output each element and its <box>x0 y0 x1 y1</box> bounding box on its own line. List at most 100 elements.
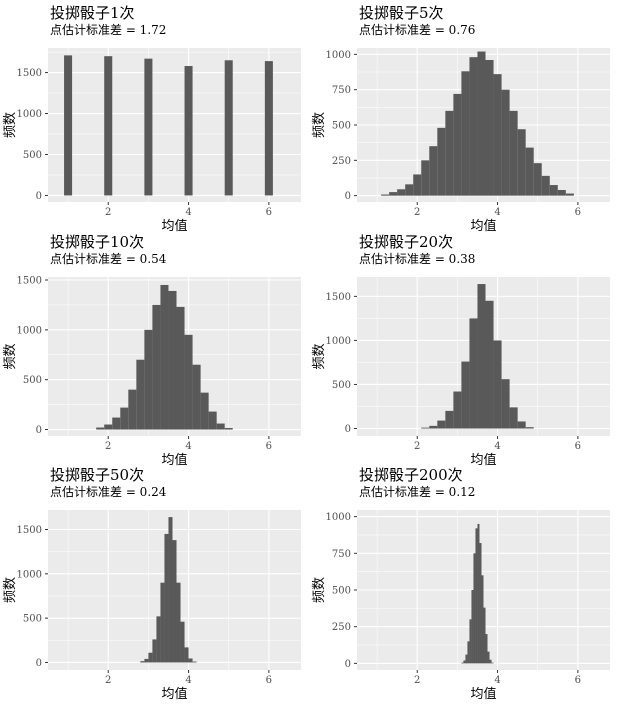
x-tick-label: 6 <box>575 207 581 218</box>
histogram-bar <box>156 616 161 663</box>
y-tick-label: 750 <box>332 85 351 96</box>
histogram-bar <box>549 185 558 196</box>
histogram-bar <box>405 184 414 196</box>
y-tick-label: 500 <box>332 586 351 597</box>
y-tick-label: 0 <box>345 659 351 670</box>
histogram-bar <box>437 127 446 196</box>
histogram-bar <box>168 517 173 663</box>
histogram-bar <box>136 359 145 430</box>
histogram-bar <box>487 651 490 664</box>
histogram-bar <box>469 318 478 429</box>
histogram-bar <box>565 193 574 196</box>
y-tick-label: 1500 <box>17 525 42 536</box>
histogram-bar <box>413 174 422 196</box>
histogram-bar <box>485 60 494 196</box>
histogram-bar <box>64 55 73 196</box>
x-tick-label: 6 <box>266 207 272 218</box>
histogram-bar <box>489 659 492 664</box>
histogram-bar <box>525 147 534 196</box>
histogram-bar <box>517 129 526 196</box>
histogram-bar <box>477 51 486 196</box>
x-tick-label: 2 <box>414 207 420 218</box>
y-tick-label: 500 <box>23 375 42 386</box>
histogram-bar <box>453 391 462 429</box>
chart-subtitle: 点估计标准差 = 0.12 <box>359 485 475 499</box>
histogram-bar <box>445 410 454 429</box>
histogram-bar <box>445 110 454 196</box>
chart-title: 投掷骰子1次 <box>50 4 135 22</box>
histogram-bar <box>533 163 542 196</box>
x-tick-label: 4 <box>494 675 500 686</box>
x-tick-label: 6 <box>266 441 272 452</box>
histogram-bar <box>128 389 137 430</box>
x-axis-title: 均值 <box>470 218 496 234</box>
histogram-bar <box>216 423 225 430</box>
x-axis-title: 均值 <box>161 686 187 700</box>
histogram-bar <box>160 284 169 430</box>
y-tick-label: 500 <box>332 380 351 391</box>
y-tick-label: 1000 <box>326 512 351 523</box>
x-axis-title: 均值 <box>161 452 187 468</box>
histogram-bar <box>104 424 113 430</box>
histogram-bar <box>481 575 484 664</box>
y-tick-label: 1000 <box>17 325 42 336</box>
histogram-bar <box>493 340 502 429</box>
histogram-bar <box>473 553 476 664</box>
histogram-bar <box>501 89 510 196</box>
histogram-bar <box>429 425 438 429</box>
histogram-bar <box>96 427 105 430</box>
chart-title: 投掷骰子50次 <box>50 466 144 484</box>
histogram-bar <box>104 56 113 196</box>
chart-subtitle: 点估计标准差 = 0.54 <box>50 252 167 266</box>
histogram-bar <box>517 421 526 429</box>
y-tick-label: 0 <box>36 191 42 202</box>
histogram-bar <box>144 658 149 663</box>
y-tick-label: 500 <box>23 150 42 161</box>
histogram-bar <box>461 361 470 429</box>
y-tick-label: 750 <box>332 549 351 560</box>
chart-title: 投掷骰子5次 <box>359 4 444 22</box>
x-tick-label: 2 <box>105 207 111 218</box>
y-tick-label: 500 <box>332 121 351 132</box>
y-tick-label: 1000 <box>326 336 351 347</box>
histogram-bar <box>184 334 193 430</box>
histogram-bar <box>477 523 480 664</box>
y-axis-title: 频数 <box>3 112 18 138</box>
chart-subtitle: 点估计标准差 = 0.38 <box>359 252 475 266</box>
histogram-bar <box>152 639 157 663</box>
y-tick-label: 1000 <box>326 50 351 61</box>
histogram-bar <box>140 661 145 663</box>
x-axis-title: 均值 <box>470 686 496 700</box>
y-tick-label: 250 <box>332 156 351 167</box>
histogram-bar <box>224 60 233 196</box>
histogram-bar <box>541 175 550 196</box>
histogram-bar <box>200 392 209 430</box>
histogram-bar <box>453 93 462 196</box>
histogram-bar <box>389 192 398 196</box>
y-axis-title: 频数 <box>3 343 18 369</box>
histogram-bar <box>501 379 510 429</box>
y-tick-label: 1000 <box>17 109 42 120</box>
histogram-bar <box>483 607 486 664</box>
x-tick-label: 4 <box>185 441 191 452</box>
histogram-bar <box>557 189 566 196</box>
histogram-bar <box>172 540 177 663</box>
histogram-bar <box>493 74 502 196</box>
histogram-bar <box>180 621 185 663</box>
x-tick-label: 2 <box>105 675 111 686</box>
histogram-bar <box>152 304 161 430</box>
histogram-bar <box>477 284 486 429</box>
histogram-bar <box>184 647 189 663</box>
x-axis-title: 均值 <box>161 218 187 234</box>
x-tick-label: 4 <box>494 441 500 452</box>
histogram-bar <box>469 57 478 196</box>
histogram-bar <box>144 329 153 430</box>
chart-title: 投掷骰子10次 <box>50 233 144 251</box>
histogram-bar <box>463 660 466 664</box>
histogram-bar <box>437 420 446 429</box>
x-axis-title: 均值 <box>470 452 496 468</box>
